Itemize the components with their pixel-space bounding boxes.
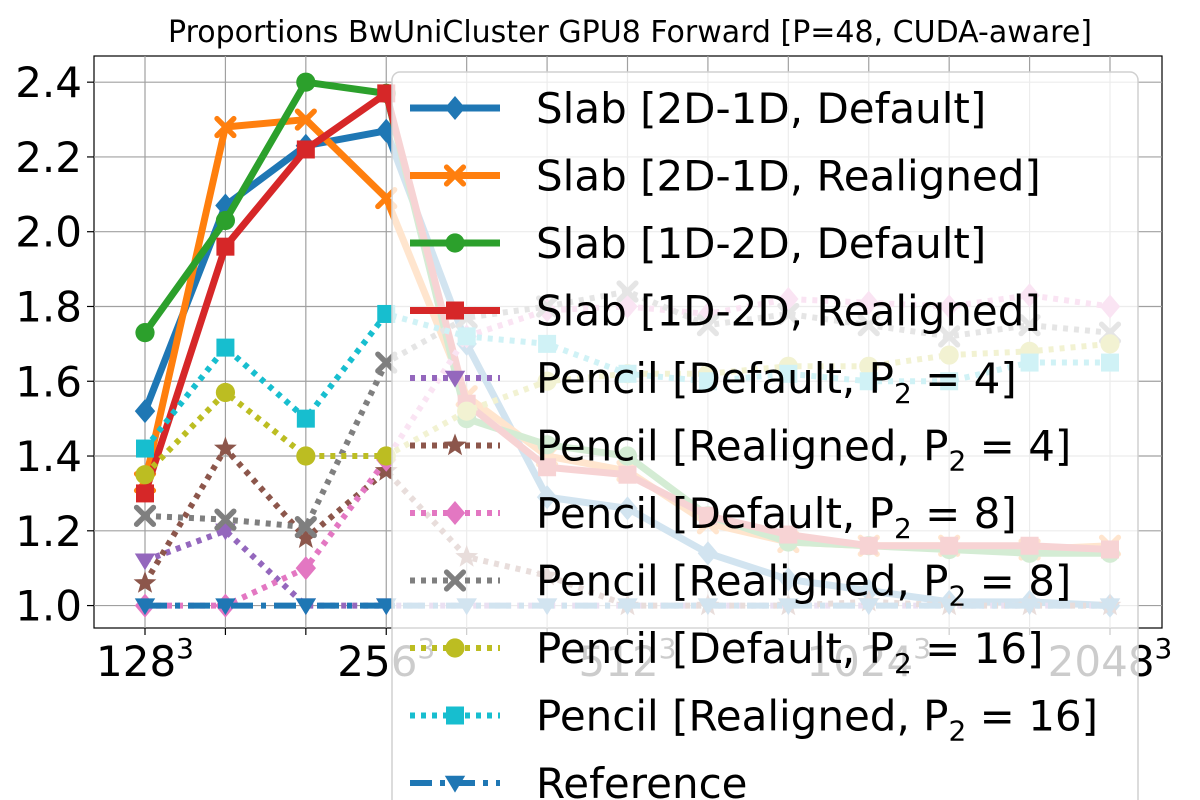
legend-marker-8 (445, 638, 465, 658)
legend-marker-9 (446, 706, 464, 725)
legend-box (391, 71, 1139, 800)
data-point-8-0 (135, 465, 155, 485)
data-point-10-0 (134, 598, 156, 616)
data-point-1-2 (294, 108, 317, 131)
data-point-3-3 (377, 84, 396, 103)
data-point-9-1 (216, 338, 235, 357)
data-point-5-0 (133, 571, 157, 593)
legend-marker-4 (444, 370, 466, 388)
data-point-3-2 (296, 140, 315, 159)
legend-marker-1 (443, 164, 467, 187)
data-point-5-1 (214, 436, 237, 459)
legend-label-4: Pencil [Default, P2 = 4] (536, 354, 1017, 410)
x-tick-label-0: 1283 (96, 632, 194, 686)
legend-item-10: Reference (410, 759, 748, 800)
y-tick-label-6: 2.2 (15, 133, 82, 182)
data-point-3-1 (216, 237, 235, 256)
legend-item-8: Pencil [Default, P2 = 16] (410, 624, 1044, 680)
data-point-9-2 (296, 409, 315, 428)
legend-label-5: Pencil [Realigned, P2 = 4] (536, 422, 1071, 478)
legend-marker-6 (444, 501, 466, 525)
data-point-10-2 (295, 598, 317, 616)
legend-marker-2 (445, 233, 465, 253)
data-point-2-2 (296, 72, 316, 92)
y-tick-label-5: 2.0 (15, 208, 82, 257)
legend-item-5: Pencil [Realigned, P2 = 4] (410, 422, 1071, 478)
data-point-9-3 (377, 304, 396, 323)
y-tick-label-4: 1.8 (15, 282, 82, 331)
data-point-2-0 (135, 323, 155, 343)
data-point-3-0 (136, 484, 154, 503)
data-point-2-1 (215, 210, 236, 231)
legend-marker-10 (444, 775, 466, 793)
data-point-7-2 (294, 515, 317, 539)
legend-label-8: Pencil [Default, P2 = 16] (536, 624, 1044, 680)
legend-marker-0 (444, 96, 466, 120)
y-tick-label-1: 1.2 (15, 507, 82, 556)
legend-label-6: Pencil [Default, P2 = 8] (536, 489, 1017, 545)
legend-marker-5 (443, 433, 467, 456)
data-point-7-1 (214, 508, 237, 531)
data-point-5-2 (294, 526, 318, 548)
legend-item-0: Slab [2D-1D, Default] (410, 84, 986, 133)
data-point-0-0 (134, 399, 156, 424)
legend-label-1: Slab [2D-1D, Realigned] (536, 152, 1041, 201)
data-point-10-1 (215, 598, 236, 616)
legend-marker-7 (443, 569, 467, 592)
legend-label-0: Slab [2D-1D, Default] (536, 84, 986, 133)
y-tick-label-7: 2.4 (15, 58, 82, 107)
legend-item-1: Slab [2D-1D, Realigned] (410, 152, 1041, 201)
legend-item-2: Slab [1D-2D, Default] (410, 219, 986, 268)
legend-item-4: Pencil [Default, P2 = 4] (410, 354, 1017, 410)
data-point-8-1 (215, 382, 236, 403)
legend-marker-3 (446, 301, 464, 320)
data-point-8-3 (376, 446, 396, 466)
legend-item-6: Pencil [Default, P2 = 8] (410, 489, 1017, 545)
legend-item-9: Pencil [Realigned, P2 = 16] (410, 692, 1098, 748)
legend-label-9: Pencil [Realigned, P2 = 16] (536, 692, 1098, 748)
chart-title: Proportions BwUniCluster GPU8 Forward [P… (168, 15, 1092, 50)
legend: Slab [2D-1D, Default] Slab [2D-1D, Realig… (391, 71, 1139, 800)
data-point-6-2 (295, 556, 317, 581)
legend-label-10: Reference (536, 759, 748, 800)
legend-item-7: Pencil [Realigned, P2 = 8] (410, 557, 1071, 613)
data-point-8-2 (296, 446, 316, 466)
y-tick-label-0: 1.0 (15, 582, 82, 631)
legend-label-2: Slab [1D-2D, Default] (536, 219, 986, 268)
data-point-7-0 (133, 504, 157, 527)
data-point-4-0 (134, 553, 156, 571)
y-tick-label-2: 1.4 (15, 432, 82, 481)
data-point-9-0 (136, 439, 154, 458)
legend-item-3: Slab [1D-2D, Realigned] (410, 287, 1041, 336)
legend-label-7: Pencil [Realigned, P2 = 8] (536, 557, 1071, 613)
data-point-1-1 (214, 115, 237, 139)
legend-label-3: Slab [1D-2D, Realigned] (536, 287, 1041, 336)
y-tick-label-3: 1.6 (15, 357, 82, 406)
